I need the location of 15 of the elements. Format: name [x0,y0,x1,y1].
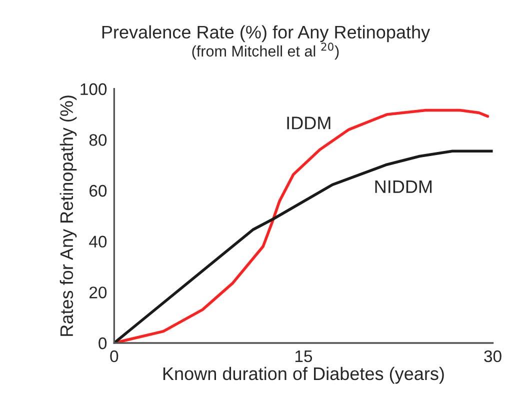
y-tick-label: 20 [90,286,107,298]
y-tick-label: 80 [89,134,107,146]
x-axis-title: Known duration of Diabetes (years) [163,366,444,384]
y-tick-label: 60 [90,184,107,197]
x-tick-label: 0 [110,350,118,362]
y-tick-label: 0 [98,337,107,350]
chart-subtitle: (from Mitchell et al $^{20}$) [192,42,339,60]
y-tick-label: 100 [80,83,107,96]
chart-title: Prevalence Rate (%) for Any Retinopathy [102,25,430,42]
y-tick-label: 40 [89,236,107,248]
x-tick-label: 15 [295,350,312,362]
y-axis-title: Rates for Any Retinopathy (%) [60,96,77,336]
series-label: NIDDM [375,180,432,193]
series-label: IDDM [287,116,330,130]
x-tick-label: 30 [484,350,502,362]
